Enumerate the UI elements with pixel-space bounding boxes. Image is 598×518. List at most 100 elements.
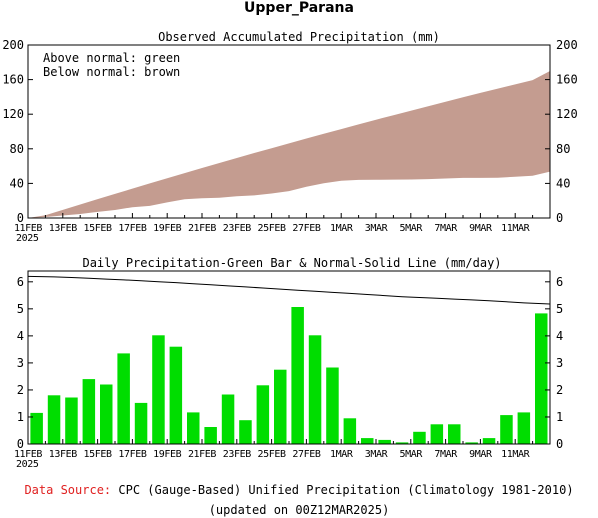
accumulated-xtick-label: 11MAR [501,223,530,234]
daily-ytick-label-left: 4 [17,329,24,343]
daily-ytick-label-right: 0 [556,437,563,451]
data-source-label: Data Source: [24,483,112,497]
daily-ytick-label-left: 0 [17,437,24,451]
daily-ytick-label-right: 4 [556,329,563,343]
daily-bar [430,424,444,444]
accumulated-year-label: 2025 [16,233,39,244]
daily-ytick-label-left: 2 [17,383,24,397]
daily-bar [535,313,548,444]
daily-bar [117,353,130,444]
daily-bar [47,395,61,444]
accumulated-xtick-label: 27FEB [292,223,320,234]
legend-below-normal: Below normal: brown [43,65,180,79]
daily-xtick-label: 9MAR [469,449,493,460]
daily-normal-line [27,275,551,305]
daily-bar [256,385,270,444]
daily-bar [395,442,409,444]
daily-xtick-label: 25FEB [258,449,286,460]
daily-ytick-label-right: 1 [556,410,563,424]
daily-ytick-label-right: 2 [556,383,563,397]
accumulated-ytick-label-left: 80 [10,142,24,156]
daily-bar [448,424,461,444]
accumulated-xtick-label: 23FEB [223,223,251,234]
daily-xtick-label: 11FEB [14,449,42,460]
accumulated-xtick-label: 17FEB [118,223,146,234]
accumulated-xtick-label: 9MAR [469,223,493,234]
accumulated-xtick-label: 25FEB [258,223,286,234]
data-source-text: CPC (Gauge-Based) Unified Precipitation … [118,483,574,497]
accumulated-ytick-label-right: 40 [556,176,570,190]
daily-xtick-label: 17FEB [118,449,146,460]
daily-chart-title: Daily Precipitation-Green Bar & Normal-S… [82,256,501,270]
daily-year-label: 2025 [16,459,39,470]
daily-bar [100,384,113,444]
daily-bar [82,379,96,444]
accumulated-ytick-label-right: 160 [556,73,578,87]
daily-bar [30,412,43,444]
daily-bar [465,442,478,444]
daily-ytick-label-left: 1 [17,410,24,424]
daily-ytick-label-left: 6 [17,275,24,289]
daily-bar [413,431,426,444]
daily-xtick-label: 19FEB [153,449,181,460]
daily-bar [169,346,183,444]
accumulated-chart-title: Observed Accumulated Precipitation (mm) [158,30,440,44]
daily-ytick-label-right: 5 [556,302,563,316]
below-normal-area [28,71,550,218]
daily-bar [378,439,391,444]
daily-xtick-label: 3MAR [365,449,389,460]
daily-xtick-label: 13FEB [49,449,77,460]
accumulated-ytick-label-right: 120 [556,107,578,121]
daily-xtick-label: 15FEB [84,449,112,460]
daily-xtick-label: 27FEB [292,449,320,460]
accumulated-ytick-label-left: 200 [2,38,24,52]
daily-ytick-label-right: 6 [556,275,563,289]
daily-bar [308,335,322,444]
daily-bar [517,412,531,444]
daily-bar [187,412,200,444]
daily-bars [30,307,548,444]
daily-chart: Daily Precipitation-Green Bar & Normal-S… [14,256,563,470]
daily-xtick-label: 7MAR [434,449,458,460]
legend-above-normal: Above normal: green [43,51,180,65]
daily-ytick-label-right: 3 [556,356,563,370]
accumulated-ytick-label-right: 200 [556,38,578,52]
daily-xtick-label: 21FEB [188,449,216,460]
page-title: Upper_Parana [244,0,354,16]
accumulated-area [28,71,550,218]
accumulated-ytick-label-right: 80 [556,142,570,156]
accumulated-xtick-label: 15FEB [84,223,112,234]
accumulated-chart: Observed Accumulated Precipitation (mm) … [2,30,577,244]
accumulated-xtick-label: 5MAR [400,223,424,234]
daily-xtick-label: 1MAR [330,449,354,460]
daily-ytick-label-left: 3 [17,356,24,370]
daily-bar [221,394,235,444]
accumulated-xtick-label: 13FEB [49,223,77,234]
accumulated-xtick-label: 21FEB [188,223,216,234]
daily-xtick-label: 23FEB [223,449,251,460]
accumulated-xtick-label: 3MAR [365,223,389,234]
daily-bar [291,307,304,444]
daily-bar [134,402,148,444]
daily-ytick-label-left: 5 [17,302,24,316]
daily-xtick-label: 5MAR [400,449,424,460]
daily-xtick-label: 11MAR [501,449,530,460]
accumulated-xtick-label: 1MAR [330,223,354,234]
accumulated-xtick-label: 11FEB [14,223,42,234]
accumulated-ytick-label-left: 40 [10,176,24,190]
daily-bar [274,369,287,444]
accumulated-xtick-label: 7MAR [434,223,458,234]
daily-bar [500,415,513,444]
updated-line: (updated on 00Z12MAR2025) [208,503,390,517]
normal-line [27,275,551,305]
daily-axes: 0 0 1 1 2 2 3 3 4 4 5 5 6 6 11FEB 13FEB 15FEB 17FEB 19FEB 2… [14,270,563,470]
accumulated-ytick-label-right: 0 [556,211,563,225]
accumulated-ytick-label-left: 120 [2,107,24,121]
accumulated-ytick-label-left: 160 [2,73,24,87]
accumulated-axes: 0 0 40 40 80 80 120 120 160 160 200 200 11FEB 13FEB 15… [2,38,577,244]
daily-bar [482,438,496,444]
daily-bar [326,367,339,444]
daily-bar [204,427,217,444]
daily-bar [152,335,165,444]
